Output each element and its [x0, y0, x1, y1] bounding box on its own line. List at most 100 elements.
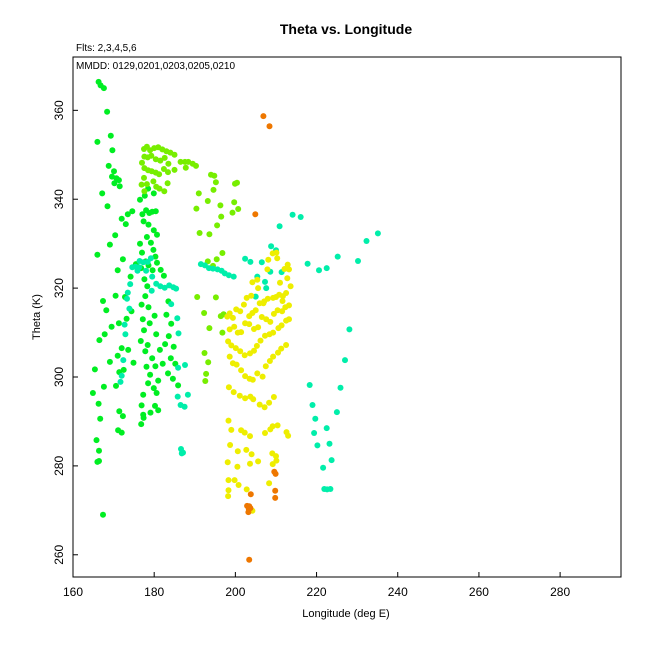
- data-point: [247, 258, 254, 265]
- data-point: [227, 442, 234, 448]
- data-point: [154, 231, 160, 238]
- data-point: [205, 359, 212, 366]
- data-point: [155, 377, 162, 384]
- data-point: [167, 355, 174, 362]
- data-point: [100, 298, 106, 304]
- data-point: [155, 407, 162, 414]
- data-point: [165, 370, 171, 377]
- data-point: [254, 370, 261, 377]
- y-tick-label: 300: [52, 367, 66, 387]
- data-point: [225, 338, 232, 345]
- data-point: [111, 168, 117, 175]
- data-point: [104, 108, 111, 115]
- data-point: [225, 417, 232, 424]
- data-point: [337, 384, 344, 391]
- data-point: [214, 222, 221, 229]
- data-point: [246, 503, 253, 510]
- data-point: [225, 272, 232, 279]
- data-point: [145, 221, 152, 228]
- data-point: [141, 276, 148, 283]
- data-point: [309, 402, 316, 408]
- data-point: [204, 198, 211, 204]
- data-point: [175, 382, 182, 389]
- data-point: [104, 203, 111, 210]
- data-point: [114, 267, 121, 274]
- data-point: [156, 171, 163, 178]
- data-point: [97, 415, 104, 422]
- data-point: [140, 391, 147, 398]
- data-point: [285, 432, 292, 439]
- data-point: [157, 266, 164, 273]
- data-point: [178, 450, 185, 457]
- data-point: [277, 279, 283, 286]
- data-point: [123, 315, 130, 322]
- data-point: [121, 321, 128, 328]
- data-point: [326, 440, 333, 447]
- data-point: [144, 342, 151, 348]
- data-point: [255, 324, 262, 331]
- data-point: [195, 190, 202, 197]
- data-point: [279, 308, 286, 315]
- data-point: [278, 345, 285, 352]
- data-point: [127, 273, 134, 280]
- data-point: [182, 164, 189, 171]
- x-tick-label: 180: [144, 585, 164, 599]
- data-point: [212, 179, 219, 186]
- data-point: [266, 399, 273, 406]
- data-point: [246, 321, 253, 328]
- data-point: [170, 343, 177, 350]
- data-point: [269, 423, 276, 430]
- data-point: [219, 329, 226, 336]
- data-point: [138, 181, 145, 188]
- data-point: [233, 361, 240, 368]
- y-tick-label: 340: [52, 189, 66, 209]
- data-point: [193, 205, 200, 212]
- data-point: [96, 337, 103, 344]
- data-point: [323, 425, 330, 432]
- data-point: [148, 152, 155, 159]
- data-point: [333, 409, 340, 416]
- data-point: [264, 295, 271, 302]
- data-point: [115, 320, 122, 327]
- flights-subtitle: Flts: 2,3,4,5,6: [76, 43, 137, 54]
- data-point: [289, 211, 296, 218]
- data-point: [316, 267, 322, 274]
- data-point: [238, 329, 245, 336]
- data-point: [129, 208, 136, 215]
- data-point: [226, 326, 233, 333]
- data-point: [201, 350, 208, 356]
- data-point: [283, 290, 290, 296]
- data-point: [149, 273, 156, 280]
- data-point: [281, 266, 288, 272]
- data-point: [148, 287, 155, 294]
- data-point: [229, 209, 236, 216]
- data-point: [235, 482, 242, 488]
- data-point: [224, 459, 231, 466]
- data-point: [252, 211, 259, 218]
- data-point: [153, 390, 160, 396]
- data-point: [143, 267, 150, 274]
- data-point: [273, 249, 280, 256]
- data-point: [147, 255, 154, 262]
- data-point: [124, 289, 131, 296]
- x-tick-label: 260: [469, 585, 489, 599]
- data-point: [240, 301, 247, 308]
- data-point: [150, 190, 157, 197]
- data-point: [144, 283, 151, 290]
- x-tick-label: 200: [225, 585, 245, 599]
- data-point: [248, 451, 255, 458]
- data-point: [161, 284, 168, 291]
- data-point: [323, 265, 330, 272]
- data-point: [107, 132, 114, 139]
- points-layer: [89, 78, 381, 563]
- data-point: [112, 232, 119, 239]
- data-point: [262, 430, 268, 436]
- data-point: [156, 346, 163, 353]
- data-point: [267, 318, 274, 325]
- data-point: [252, 293, 259, 300]
- data-point: [254, 276, 261, 283]
- data-point: [228, 342, 235, 349]
- data-point: [196, 230, 203, 236]
- data-point: [234, 448, 241, 455]
- data-point: [150, 246, 157, 253]
